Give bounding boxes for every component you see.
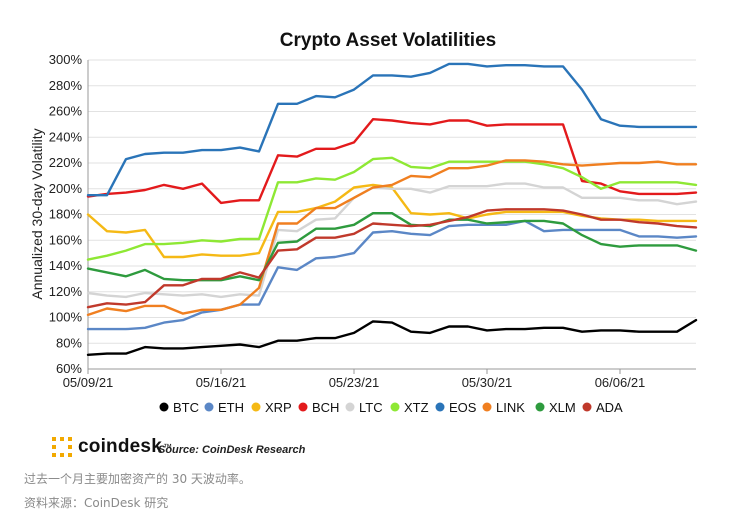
legend-label-xlm: XLM — [549, 400, 576, 415]
series-line-bch — [86, 117, 698, 205]
y-tick-label: 120% — [49, 284, 83, 299]
x-tick-label: 05/16/21 — [196, 375, 247, 390]
legend-label-ltc: LTC — [359, 400, 383, 415]
y-tick-label: 100% — [49, 310, 83, 325]
y-tick-label: 300% — [49, 52, 83, 67]
series-line-eos — [86, 62, 698, 197]
legend-marker-xlm — [535, 402, 545, 412]
legend-marker-eth — [204, 402, 214, 412]
legend-marker-link — [482, 402, 492, 412]
series-line-ltc — [86, 182, 698, 299]
y-tick-label: 200% — [49, 181, 83, 196]
x-axis-ticks: 05/09/21 05/16/21 05/23/21 05/30/21 06/06/21 — [63, 369, 646, 390]
x-tick-label: 05/30/21 — [462, 375, 513, 390]
legend-marker-ada — [582, 402, 592, 412]
series-line-btc — [86, 318, 698, 356]
y-tick-label: 180% — [49, 207, 83, 222]
y-tick-label: 220% — [49, 155, 83, 170]
legend-marker-xrp — [251, 402, 261, 412]
y-tick-label: 160% — [49, 232, 83, 247]
brand-trademark: ™ — [162, 442, 172, 452]
series-lines — [86, 62, 698, 356]
coindesk-brand: coindesk ™ — [52, 436, 172, 458]
y-axis-ticks: 60% 80% 100% 120% 140% 160% 180% 200% 220% 240% 26… — [49, 52, 83, 376]
y-axis-label: Annualized 30-day Volatility — [29, 128, 45, 299]
legend-label-btc: BTC — [173, 400, 199, 415]
y-tick-label: 80% — [56, 335, 82, 350]
legend-label-ada: ADA — [596, 400, 623, 415]
series-line-xtz — [86, 156, 698, 261]
x-tick-label: 05/09/21 — [63, 375, 114, 390]
volatility-line-chart: Crypto Asset Volatilities 60% 80% 100% 120%… — [29, 30, 698, 415]
legend-label-link: LINK — [496, 400, 525, 415]
legend-marker-xtz — [390, 402, 400, 412]
caption-line-2: 资料来源：CoinDesk 研究 — [24, 496, 169, 510]
series-line-eth — [86, 219, 698, 331]
legend-marker-eos — [435, 402, 445, 412]
x-tick-label: 05/23/21 — [329, 375, 380, 390]
legend-marker-bch — [298, 402, 308, 412]
series-line-link — [86, 159, 698, 317]
legend-label-xrp: XRP — [265, 400, 292, 415]
legend-label-eth: ETH — [218, 400, 244, 415]
source-note: Source: CoinDesk Research — [158, 444, 306, 456]
y-tick-label: 240% — [49, 129, 83, 144]
legend-label-xtz: XTZ — [404, 400, 429, 415]
brand-name: coindesk — [78, 436, 162, 457]
y-tick-label: 260% — [49, 104, 83, 119]
y-tick-label: 140% — [49, 258, 83, 273]
legend-label-bch: BCH — [312, 400, 339, 415]
legend-marker-ltc — [345, 402, 355, 412]
x-tick-label: 06/06/21 — [595, 375, 646, 390]
legend-marker-btc — [159, 402, 169, 412]
legend-label-eos: EOS — [449, 400, 477, 415]
y-tick-label: 60% — [56, 361, 82, 376]
chart-title: Crypto Asset Volatilities — [280, 30, 496, 51]
legend: BTC ETH XRP BCH LTC XTZ EOS LINK XLM ADA — [159, 400, 623, 415]
series-line-xlm — [86, 211, 698, 282]
series-line-ada — [86, 208, 698, 309]
y-tick-label: 280% — [49, 78, 83, 93]
series-line-xrp — [86, 183, 698, 259]
coindesk-logo-icon — [52, 437, 72, 457]
caption-line-1: 过去一个月主要加密资产的 30 天波动率。 — [24, 472, 251, 486]
